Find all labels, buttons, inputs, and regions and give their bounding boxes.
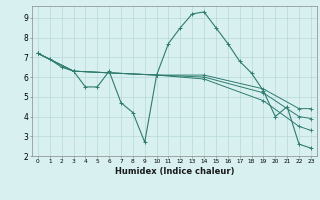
X-axis label: Humidex (Indice chaleur): Humidex (Indice chaleur) [115, 167, 234, 176]
